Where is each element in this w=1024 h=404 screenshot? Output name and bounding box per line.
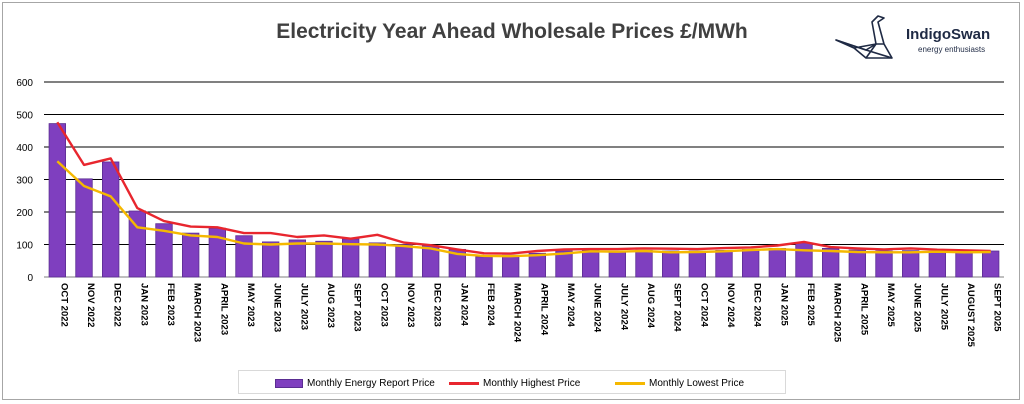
bar xyxy=(555,250,573,278)
chart-legend: Monthly Energy Report Price Monthly High… xyxy=(238,370,786,394)
legend-swatch-yellow-line-icon xyxy=(615,381,645,385)
chart-frame xyxy=(2,2,1020,400)
bar xyxy=(795,242,813,278)
bar xyxy=(848,249,866,278)
x-tick-label: MARCH 2023 xyxy=(192,283,203,342)
x-tick-label: SEPT 2023 xyxy=(352,283,363,332)
x-tick-label: NOV 2023 xyxy=(405,283,416,327)
bar xyxy=(608,250,626,278)
x-tick-label: JUNE 2023 xyxy=(272,283,283,332)
x-tick-label: MAY 2025 xyxy=(885,283,896,328)
logo-name: IndigoSwan xyxy=(906,26,991,43)
x-tick-label: JAN 2024 xyxy=(458,283,469,326)
legend-item-highest-price: Monthly Highest Price xyxy=(449,376,580,390)
x-tick-label: MAY 2024 xyxy=(565,283,576,328)
bar xyxy=(395,244,413,278)
bar xyxy=(715,249,733,278)
bar xyxy=(955,251,973,278)
x-tick-label: DEC 2022 xyxy=(112,283,123,327)
x-tick-label: APRIL 2024 xyxy=(538,283,549,336)
x-tick-label: JULY 2023 xyxy=(298,283,309,330)
bar xyxy=(235,235,253,278)
bar xyxy=(822,247,840,278)
bar xyxy=(902,250,920,278)
logo-tagline: energy enthusiasts xyxy=(918,45,986,54)
bar xyxy=(662,250,680,278)
x-tick-label: MARCH 2024 xyxy=(512,283,523,343)
x-tick-label: OCT 2024 xyxy=(698,283,709,328)
y-tick-label: 0 xyxy=(27,273,33,284)
y-tick-label: 600 xyxy=(16,78,33,89)
x-tick-label: FEB 2025 xyxy=(805,283,816,326)
y-tick-label: 400 xyxy=(16,143,33,154)
bar xyxy=(155,223,173,278)
bar xyxy=(75,178,93,278)
bar xyxy=(742,248,760,278)
bar xyxy=(261,241,280,278)
x-tick-label: JAN 2023 xyxy=(138,283,149,326)
logo: IndigoSwan energy enthusiasts xyxy=(832,14,1012,66)
x-tick-label: OCT 2022 xyxy=(58,283,69,327)
bar xyxy=(288,239,307,278)
legend-label: Monthly Energy Report Price xyxy=(307,377,435,389)
bar xyxy=(528,252,546,278)
bar xyxy=(768,247,786,278)
bar xyxy=(982,250,1000,278)
legend-label: Monthly Highest Price xyxy=(483,377,581,389)
x-tick-label: APRIL 2023 xyxy=(218,283,229,335)
x-tick-label: SEPT 2024 xyxy=(672,283,683,332)
bar xyxy=(48,123,66,278)
legend-swatch-bar-icon xyxy=(275,378,303,388)
x-tick-label: FEB 2024 xyxy=(485,283,496,326)
bar xyxy=(688,250,706,278)
x-tick-label: NOV 2022 xyxy=(85,283,96,327)
x-tick-label: DEC 2024 xyxy=(752,283,763,328)
y-tick-label: 100 xyxy=(16,241,33,252)
x-tick-label: APRIL 2025 xyxy=(858,283,869,336)
x-tick-label: AUGUST 2025 xyxy=(965,283,976,348)
bar xyxy=(875,250,893,278)
y-tick-label: 300 xyxy=(16,176,33,187)
bar xyxy=(181,232,200,278)
swan-logo-icon xyxy=(835,15,893,59)
legend-swatch-red-line-icon xyxy=(449,381,479,385)
y-tick-label: 500 xyxy=(16,111,33,122)
bar xyxy=(635,249,653,278)
bar xyxy=(368,242,387,278)
bar xyxy=(102,161,120,278)
x-tick-label: JUNE 2025 xyxy=(912,283,923,333)
bar xyxy=(582,249,600,278)
x-tick-label: MAY 2023 xyxy=(245,283,256,327)
bar xyxy=(501,254,520,278)
legend-label: Monthly Lowest Price xyxy=(649,377,745,389)
x-tick-label: SEPT 2025 xyxy=(992,283,1003,332)
x-tick-label: JULY 2025 xyxy=(938,283,949,331)
series-line-highest xyxy=(56,121,991,255)
x-tick-label: OCT 2023 xyxy=(378,283,389,327)
x-tick-label: JAN 2025 xyxy=(778,283,789,326)
legend-item-report-price: Monthly Energy Report Price xyxy=(275,376,435,390)
x-tick-label: JUNE 2024 xyxy=(592,283,603,333)
bar xyxy=(475,256,493,278)
y-tick-label: 200 xyxy=(16,208,33,219)
x-tick-label: NOV 2024 xyxy=(725,283,736,328)
chart-title: Electricity Year Ahead Wholesale Prices … xyxy=(276,20,748,43)
x-tick-label: AUG 2024 xyxy=(645,283,656,329)
series-line-lowest xyxy=(56,160,991,258)
x-tick-label: FEB 2023 xyxy=(165,283,176,326)
bar xyxy=(315,240,333,278)
bar xyxy=(928,250,946,278)
x-tick-label: MARCH 2025 xyxy=(832,283,843,343)
x-tick-label: JULY 2024 xyxy=(618,283,629,331)
x-tick-label: DEC 2023 xyxy=(432,283,443,327)
legend-item-lowest-price: Monthly Lowest Price xyxy=(615,376,744,390)
x-tick-label: AUG 2023 xyxy=(325,283,336,328)
